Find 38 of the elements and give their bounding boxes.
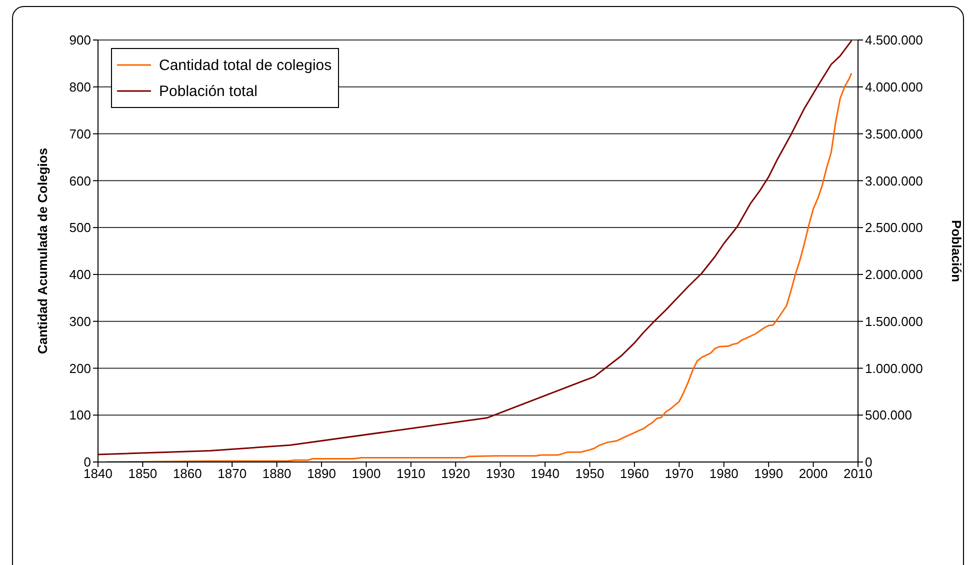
y-tick-label: 600 — [69, 173, 91, 188]
legend-label: Cantidad total de colegios — [159, 56, 332, 74]
x-tick-label: 1930 — [486, 466, 515, 482]
x-tick-label: 1860 — [172, 466, 202, 482]
x-tick-label: 1940 — [530, 466, 560, 482]
x-tick-label: 1880 — [262, 466, 292, 482]
y2-tick-label: 500.000 — [865, 408, 912, 423]
y-tick-label: 500 — [69, 220, 91, 236]
y2-axis-title: Población — [950, 220, 964, 282]
y-tick-label: 900 — [69, 32, 91, 48]
x-tick-label: 1850 — [128, 466, 158, 482]
x-tick-label: 1990 — [754, 466, 784, 482]
x-tick-label: 1980 — [709, 466, 738, 482]
y-tick-label: 400 — [69, 267, 91, 282]
y2-tick-label: 1.500.000 — [865, 314, 923, 329]
y-tick-label: 200 — [69, 360, 91, 376]
x-tick-label: 1890 — [307, 466, 336, 482]
y2-tick-label: 1.000.000 — [865, 360, 923, 376]
y-tick-label: 700 — [69, 126, 91, 142]
x-tick-label: 2000 — [798, 466, 828, 482]
y-axis-title: Cantidad Acumulada de Colegios — [34, 148, 50, 354]
x-tick-label: 1920 — [441, 466, 470, 482]
y-tick-label: 800 — [69, 80, 91, 95]
y2-tick-label: 4.000.000 — [865, 80, 923, 95]
x-tick-label: 1870 — [218, 466, 247, 482]
y2-tick-label: 2.000.000 — [865, 267, 923, 282]
x-tick-label: 1900 — [352, 466, 381, 482]
legend-label: Población total — [159, 82, 258, 100]
y2-tick-label: 2.500.000 — [865, 220, 923, 236]
x-tick-label: 1910 — [396, 466, 426, 482]
y2-tick-label: 3.000.000 — [865, 173, 923, 188]
x-tick-label: 1950 — [575, 466, 604, 482]
y-tick-label: 100 — [69, 408, 91, 423]
y2-tick-label: 4.500.000 — [865, 32, 923, 48]
x-tick-label: 1970 — [664, 466, 694, 482]
y-tick-label: 300 — [69, 314, 91, 329]
y2-tick-label: 3.500.000 — [865, 126, 923, 142]
x-tick-label: 1960 — [620, 466, 649, 482]
